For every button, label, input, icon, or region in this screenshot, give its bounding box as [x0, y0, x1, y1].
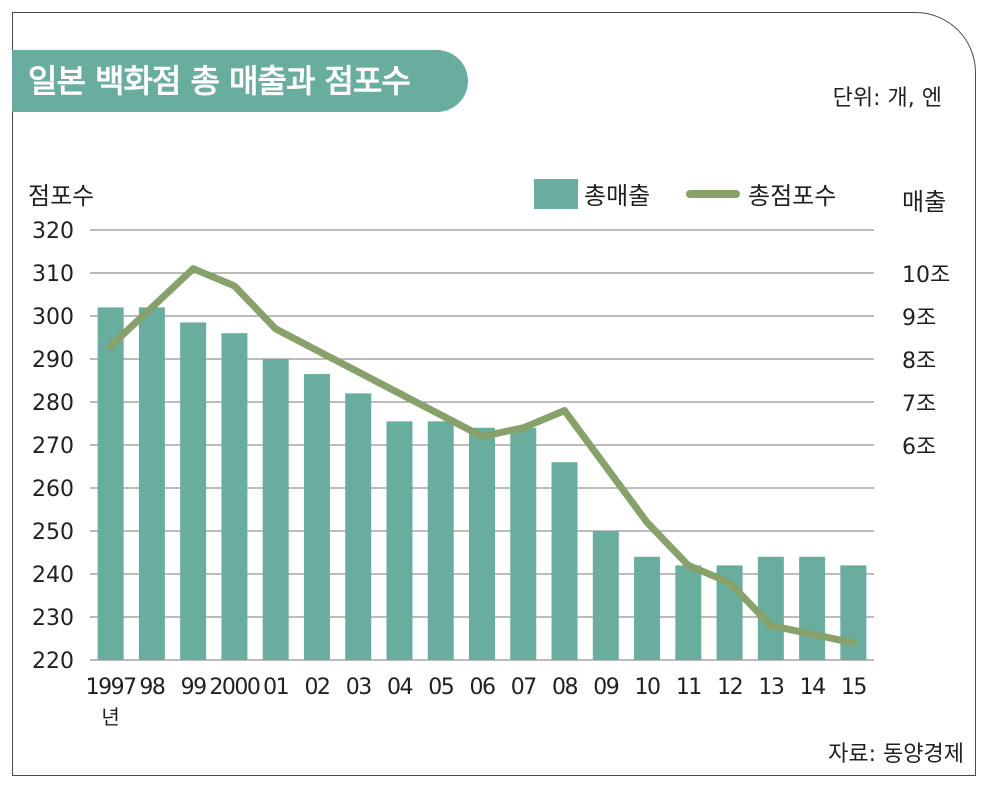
title-banner [12, 50, 468, 112]
x-tick-label: 14 [800, 675, 825, 700]
y-left-tick-label: 300 [32, 305, 74, 330]
bar [386, 421, 413, 660]
bar [138, 307, 165, 660]
y-left-tick-label: 260 [32, 477, 74, 502]
x-tick-label: 05 [428, 675, 453, 700]
chart-frame: 320 310 300 290 280 270 260 250 240 230 220 10조 9조 8조… [12, 12, 976, 776]
legend-line: 총점포수 [686, 176, 836, 211]
legend-bar-label: 총매출 [584, 182, 651, 210]
store-count-line [107, 265, 857, 647]
x-tick-label: 13 [758, 675, 783, 700]
chart-border [12, 12, 976, 776]
x-tick-label: 11 [676, 675, 701, 700]
source-label: 자료: 동양경제 [828, 742, 964, 767]
y-left-tick-label: 320 [32, 219, 74, 244]
y-left-tick-label: 290 [32, 348, 74, 373]
y-left-tick-label: 310 [32, 262, 74, 287]
x-tick-label: 01 [263, 675, 288, 700]
y-right-tick-label: 7조 [902, 392, 936, 417]
x-tick-label: 09 [593, 675, 618, 700]
x-tick-label: 15 [841, 675, 866, 700]
bar [345, 393, 372, 660]
bar [427, 421, 454, 660]
x-tick-label: 08 [552, 675, 577, 700]
legend-bar: 총매출 [534, 176, 650, 211]
y-left-tick-label: 230 [32, 606, 74, 631]
x-tick-label: 99 [181, 675, 206, 700]
y-left-tick-label: 220 [32, 649, 74, 674]
legend-line-swatch [686, 189, 740, 198]
y-left-tick-label: 280 [32, 391, 74, 416]
legend-bar-swatch [534, 178, 578, 209]
x-tick-label: 98 [139, 675, 164, 700]
left-axis-title: 점포수 [28, 182, 95, 210]
y-right-tick-label: 10조 [902, 263, 950, 288]
bar [303, 374, 330, 660]
bar [97, 307, 124, 660]
x-tick-label: 02 [304, 675, 329, 700]
chart-title: 일본 백화점 총 매출과 점포수 [28, 62, 411, 100]
legend-line-label: 총점포수 [748, 182, 837, 210]
y-left-tick-label: 250 [32, 520, 74, 545]
x-tick-label: 1997 [86, 675, 136, 700]
bar [675, 565, 702, 660]
chart-canvas: 320 310 300 290 280 270 260 250 240 230 220 10조 9조 8조… [12, 12, 976, 776]
bar [510, 427, 537, 660]
x-tick-label: 03 [346, 675, 371, 700]
bar [180, 322, 207, 660]
bar [262, 359, 289, 660]
right-axis-title: 매출 [902, 188, 947, 216]
bar [757, 556, 784, 660]
x-year-suffix: 년 [101, 705, 119, 729]
bar [221, 333, 248, 660]
y-right-tick-label: 6조 [902, 435, 936, 460]
y-left-tick-label: 240 [32, 563, 74, 588]
bar [799, 556, 826, 660]
x-tick-label: 12 [717, 675, 742, 700]
bar [551, 462, 578, 660]
x-tick-label: 10 [635, 675, 660, 700]
bar [469, 427, 495, 660]
bar [592, 531, 619, 660]
y-left-tick-label: 270 [32, 434, 74, 459]
unit-label: 단위: 개, 엔 [832, 86, 942, 111]
y-right-tick-label: 9조 [902, 306, 936, 331]
x-tick-label: 07 [511, 675, 536, 700]
y-right-tick-label: 8조 [902, 349, 936, 374]
x-tick-label: 04 [387, 675, 412, 700]
x-tick-label: 06 [470, 675, 495, 700]
x-tick-label: 2000 [209, 675, 259, 700]
bar [634, 556, 661, 660]
